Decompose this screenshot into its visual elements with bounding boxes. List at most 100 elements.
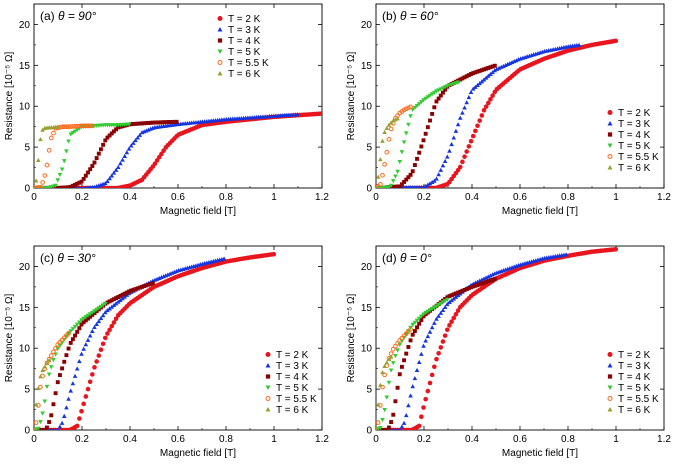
data-point [408,172,413,177]
data-point [483,104,489,109]
data-point [107,299,112,304]
x-tick-label: 1.2 [657,192,671,203]
data-point [96,318,102,324]
data-point [113,167,119,172]
data-point [57,185,62,188]
data-point [57,373,62,378]
x-tick-label: 0.2 [75,192,89,203]
data-point [388,183,394,188]
y-tick-label: 0 [366,426,372,437]
x-axis-label: Magnetic field [T] [502,448,578,459]
data-point [72,123,78,129]
data-point [133,121,138,126]
data-point [441,90,445,95]
legend-label: T = 6 K [618,405,651,416]
data-point [397,342,403,348]
data-point [74,123,80,129]
data-point [451,292,456,297]
data-point [492,277,497,282]
data-point [408,185,413,188]
legend-label: T = 5 K [276,383,309,394]
data-point [416,102,422,107]
data-point [451,135,457,140]
data-point [440,300,446,305]
data-point [102,310,108,315]
data-point [425,388,431,394]
data-point [170,120,175,124]
legend-marker [217,38,223,43]
data-point [133,287,138,292]
data-point [135,121,140,126]
data-point [447,148,452,153]
legend: T = 2 KT = 3 KT = 4 KT = 5 KT = 5.5 KT =… [265,350,317,416]
data-point [66,396,71,401]
data-point [397,372,402,377]
legend-marker [607,132,613,137]
data-point [442,158,448,164]
data-point [100,303,106,308]
legend-label: T = 3 K [228,25,261,36]
data-point [34,178,39,183]
y-axis-label: Resistance [10⁻⁵ Ω] [4,293,15,382]
data-point [66,346,71,351]
data-point [436,313,441,318]
legend-label: T = 4 K [276,372,309,383]
data-point [438,93,443,98]
legend-marker [607,165,613,170]
data-point [442,299,448,304]
x-tick-label: 0.6 [171,434,185,445]
data-point [380,172,385,178]
data-point [416,359,422,364]
data-point [92,365,97,370]
data-point [464,287,469,292]
panel-label: (c) θ = 30° [40,251,96,265]
legend-label: T = 6 K [276,405,309,416]
data-point [376,185,378,188]
data-point [118,293,123,298]
data-point [101,142,106,147]
data-point [390,346,396,352]
y-tick-label: 5 [24,385,30,396]
data-point [77,320,82,325]
data-point [377,181,383,187]
data-point [146,120,151,125]
data-point [42,173,48,178]
data-point [114,296,119,301]
data-point [408,114,413,119]
panel-label: (d) θ = 0° [382,251,432,265]
data-point [92,309,97,314]
data-point [438,310,444,315]
data-point [462,105,467,110]
data-point [140,121,144,126]
data-point [449,298,454,303]
data-point [391,412,396,417]
data-point [129,288,134,293]
data-point [412,105,418,111]
data-point [401,420,407,425]
data-point [124,290,129,295]
data-point [457,115,463,120]
data-point [473,283,478,288]
data-point [54,427,57,430]
data-point [82,185,86,188]
data-point [40,180,45,185]
series-5 [34,123,95,188]
data-point [576,42,582,47]
data-point [60,185,65,188]
data-point [464,100,470,105]
data-point [395,116,400,121]
data-point [425,333,431,339]
data-point [94,156,99,161]
data-point [399,364,404,369]
legend-marker [607,396,613,401]
data-point [396,427,399,430]
data-point [442,304,448,310]
data-point [165,120,170,125]
data-point [486,100,491,106]
data-point [62,185,67,188]
data-point [382,428,387,430]
data-point [440,339,446,344]
data-point [436,172,441,177]
y-tick-label: 10 [361,344,373,355]
data-point [563,252,569,257]
